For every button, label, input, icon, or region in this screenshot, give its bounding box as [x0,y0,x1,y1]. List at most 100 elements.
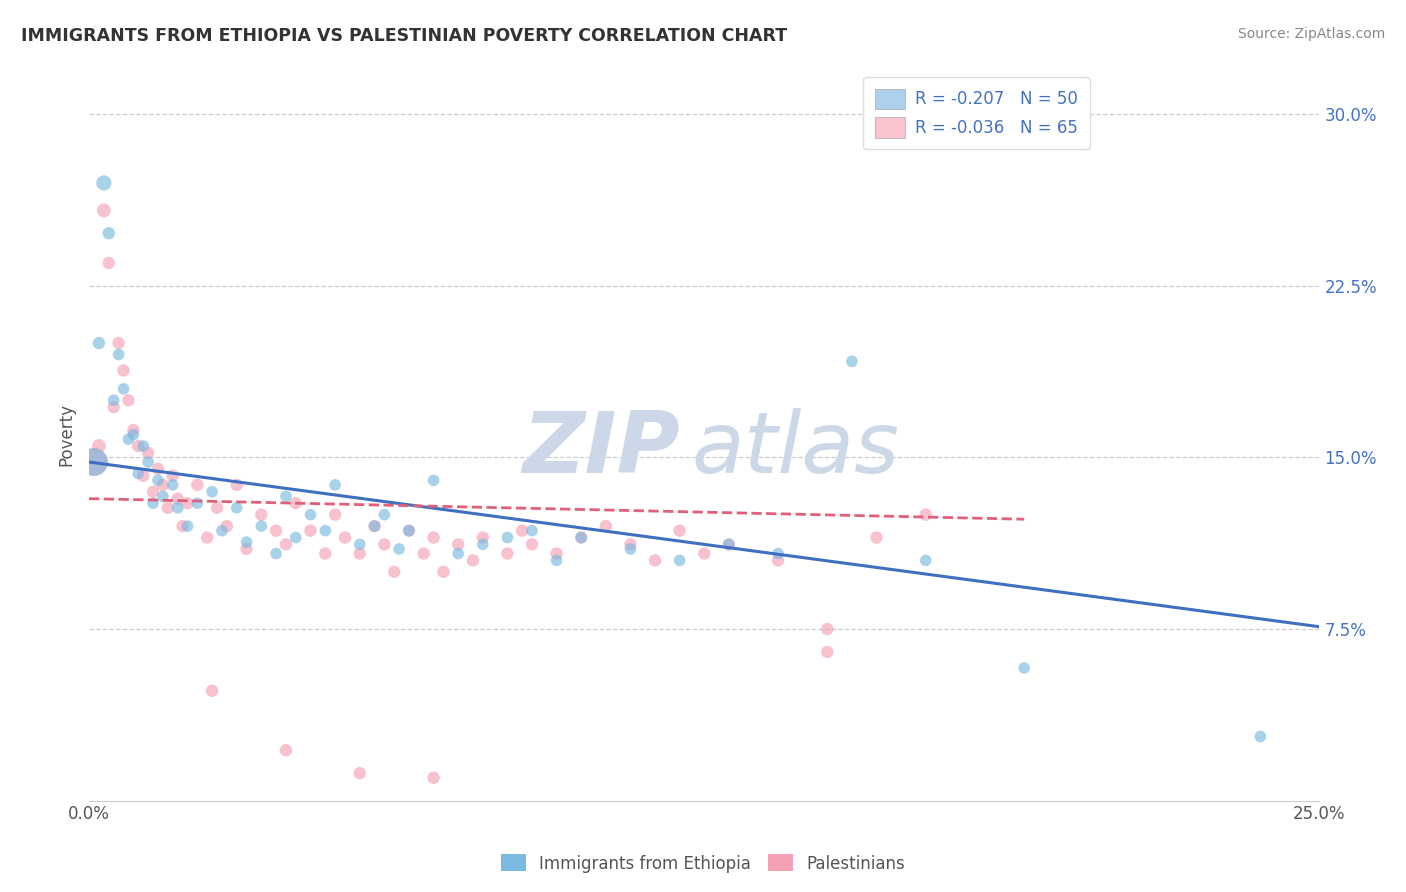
Point [162,478,184,492]
Point [87,336,110,351]
Point [186,496,208,510]
Point [112,382,135,396]
Point [122,423,145,437]
Point [349,766,371,780]
Point [142,496,165,510]
Point [914,553,936,567]
Point [156,500,179,515]
Point [422,531,444,545]
Point [211,524,233,538]
Point [264,547,287,561]
Point [815,622,838,636]
Point [471,537,494,551]
Point [333,531,356,545]
Point [595,519,617,533]
Point [117,393,139,408]
Point [93,203,115,218]
Point [569,531,592,545]
Text: atlas: atlas [692,408,900,491]
Point [132,439,155,453]
Point [87,439,110,453]
Point [107,336,129,351]
Point [299,524,322,538]
Text: ZIP: ZIP [522,408,679,491]
Point [122,427,145,442]
Point [136,446,159,460]
Point [146,473,169,487]
Legend: Immigrants from Ethiopia, Palestinians: Immigrants from Ethiopia, Palestinians [495,847,911,880]
Point [235,541,257,556]
Point [461,553,484,567]
Point [432,565,454,579]
Point [284,496,307,510]
Point [447,537,470,551]
Point [205,500,228,515]
Point [195,531,218,545]
Point [546,553,568,567]
Point [225,478,247,492]
Point [717,537,740,551]
Point [496,531,519,545]
Point [546,547,568,561]
Point [225,500,247,515]
Point [103,400,125,414]
Point [83,455,105,469]
Point [107,347,129,361]
Point [97,256,120,270]
Point [166,491,188,506]
Point [1012,661,1035,675]
Point [520,537,543,551]
Point [1249,730,1271,744]
Point [363,519,385,533]
Point [136,455,159,469]
Point [152,478,174,492]
Point [201,484,224,499]
Point [103,393,125,408]
Point [112,363,135,377]
Point [717,537,740,551]
Point [388,541,411,556]
Point [398,524,420,538]
Point [496,547,519,561]
Point [162,468,184,483]
Point [201,683,224,698]
Point [166,500,188,515]
Point [619,541,641,556]
Point [117,432,139,446]
Point [127,467,149,481]
Point [264,524,287,538]
Text: Source: ZipAtlas.com: Source: ZipAtlas.com [1237,27,1385,41]
Y-axis label: Poverty: Poverty [58,403,75,466]
Point [250,508,273,522]
Point [314,524,336,538]
Point [447,547,470,561]
Point [132,468,155,483]
Point [471,531,494,545]
Point [766,547,789,561]
Point [815,645,838,659]
Point [127,439,149,453]
Point [841,354,863,368]
Point [142,484,165,499]
Point [349,537,371,551]
Point [422,473,444,487]
Point [619,537,641,551]
Point [274,537,297,551]
Point [284,531,307,545]
Point [314,547,336,561]
Point [215,519,238,533]
Point [152,489,174,503]
Point [668,524,690,538]
Point [176,519,198,533]
Point [250,519,273,533]
Point [412,547,434,561]
Point [693,547,716,561]
Point [382,565,405,579]
Point [510,524,533,538]
Point [569,531,592,545]
Point [323,508,346,522]
Point [172,519,194,533]
Point [520,524,543,538]
Point [363,519,385,533]
Point [83,455,105,469]
